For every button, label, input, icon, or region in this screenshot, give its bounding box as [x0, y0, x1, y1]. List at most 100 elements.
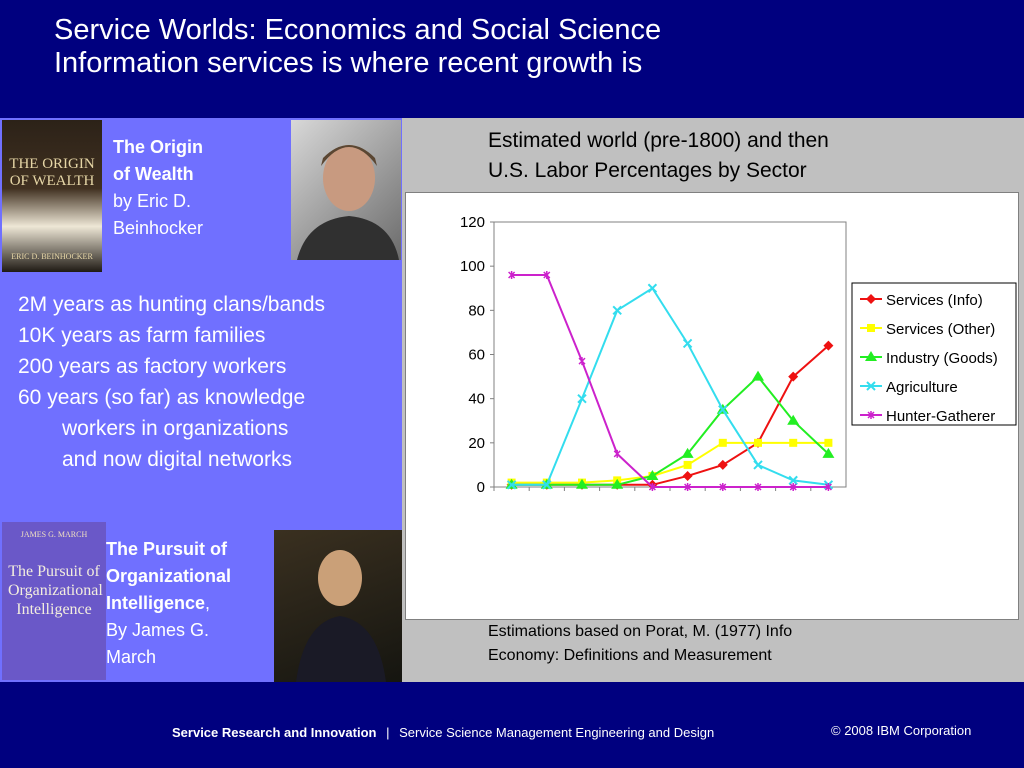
chart-box: 0 20 40 60 80 100 120 2000000 YA 20000 YA 10000 Y… — [405, 192, 1019, 620]
book-author-line-2: Beinhocker — [113, 218, 204, 238]
book-author-line-1: By James G. — [106, 620, 210, 640]
book-caption-origin: The Origin of Wealth by Eric D. Beinhock… — [113, 134, 203, 242]
y-tick-label: 60 — [468, 347, 485, 364]
data-point — [506, 480, 517, 490]
footer-brand: Service Research and Innovation — [172, 725, 377, 740]
data-point — [754, 483, 762, 491]
data-point — [613, 449, 621, 458]
footnote-line-2: Economy: Definitions and Measurement — [488, 647, 772, 664]
photo-james-march — [274, 530, 402, 682]
legend-label: Industry (Goods) — [886, 350, 998, 367]
data-point — [789, 483, 797, 491]
data-point — [682, 470, 693, 481]
data-point — [718, 438, 727, 447]
series-line-4 — [511, 274, 829, 488]
book-title-line-3: Intelligence — [106, 593, 206, 613]
chart-title: Estimated world (pre-1800) and then U.S.… — [488, 126, 829, 186]
data-point — [647, 283, 658, 293]
x-tick-label: 1800 — [629, 508, 662, 541]
data-point — [717, 459, 728, 470]
data-point — [648, 483, 656, 491]
footer-copyright: © 2008 IBM Corporation — [831, 723, 972, 738]
book-author-line-1: by Eric D. — [113, 191, 192, 211]
book-title-line-2: of Wealth — [113, 164, 194, 184]
book-cover-author: JAMES G. MARCH — [20, 530, 88, 539]
x-tick-label: 2050 — [805, 508, 838, 541]
y-tick-label: 80 — [468, 302, 485, 319]
x-tick-label: 2000 — [770, 508, 803, 541]
timeline-line-6: and now digital networks — [62, 448, 292, 471]
series-line-3 — [511, 286, 829, 486]
legend-label: Services (Other) — [886, 321, 995, 338]
photo-eric-beinhocker — [291, 120, 401, 260]
book-cover-title: The Pursuit of Organizational Intelligen… — [8, 563, 103, 618]
data-point — [611, 478, 624, 489]
legend-marker — [867, 411, 875, 419]
book-caption-pursuit: The Pursuit of Organizational Intelligen… — [106, 536, 231, 671]
y-tick-label: 20 — [468, 435, 485, 452]
y-tick-label: 100 — [460, 258, 485, 275]
data-point — [753, 460, 763, 470]
timeline-line-4: 60 years (so far) as knowledge — [18, 386, 306, 409]
data-point — [612, 305, 622, 316]
data-point — [542, 480, 552, 490]
data-point — [646, 469, 659, 480]
timeline-line-1: 2M years as hunting clans/bands — [18, 293, 326, 316]
legend-box — [851, 282, 1017, 426]
data-point — [788, 475, 798, 486]
legend-marker — [865, 351, 877, 361]
series-line-1 — [511, 441, 829, 484]
data-point — [508, 271, 516, 279]
data-point — [754, 438, 762, 447]
book-title-line-1: The Pursuit of — [106, 539, 227, 559]
timeline-text: 2M years as hunting clans/bands 10K year… — [18, 289, 325, 475]
data-point — [824, 483, 832, 491]
book-title-line-2: Organizational — [106, 566, 232, 586]
data-point — [684, 483, 692, 491]
data-point — [543, 271, 551, 279]
plot-area — [493, 221, 847, 488]
legend-marker — [866, 294, 876, 304]
legend-marker — [867, 324, 875, 332]
series-line-2 — [511, 375, 830, 486]
slide-title: Service Worlds: Economics and Social Sci… — [54, 14, 661, 80]
title-line-1: Service Worlds: Economics and Social Sci… — [54, 14, 662, 46]
footer-separator: | — [386, 725, 390, 740]
book-title-suffix: , — [205, 593, 211, 613]
legend-label: Agriculture — [886, 379, 958, 396]
y-tick-label: 120 — [460, 214, 485, 231]
data-point — [822, 447, 835, 458]
data-point — [681, 447, 694, 458]
data-point — [824, 438, 833, 447]
footnote-line-1: Estimations based on Porat, M. (1977) In… — [488, 623, 793, 640]
timeline-line-2: 10K years as farm families — [18, 324, 266, 347]
data-point — [752, 370, 764, 381]
timeline-line-3: 200 years as factory workers — [18, 355, 287, 378]
chart-title-line-1: Estimated world (pre-1800) and then — [488, 129, 829, 152]
book-title-line-1: The Origin — [113, 137, 203, 157]
data-point — [578, 357, 586, 366]
data-point — [682, 338, 693, 349]
legend-label: Hunter-Gatherer — [886, 408, 995, 425]
data-point — [823, 340, 834, 351]
y-tick-label: 40 — [468, 391, 485, 408]
data-point — [577, 393, 587, 404]
book-author-line-2: March — [106, 647, 157, 667]
book-cover-author: ERIC D. BEINHOCKER — [11, 252, 93, 261]
data-point — [719, 483, 727, 491]
footer-subtitle: Service Science Management Engineering a… — [399, 725, 715, 740]
data-point — [718, 405, 728, 415]
book-cover-pursuit: JAMES G. MARCH The Pursuit of Organizati… — [2, 522, 106, 680]
legend-label: Services (Info) — [886, 292, 983, 309]
footer-left: Service Research and Innovation | Servic… — [172, 725, 714, 740]
y-tick-label: 0 — [477, 479, 485, 496]
footnote: Estimations based on Porat, M. (1977) In… — [488, 620, 792, 668]
timeline-line-5: workers in organizations — [62, 417, 289, 440]
book-cover-title: THE ORIGIN OF WEALTH — [9, 156, 95, 189]
x-tick-label: 1850 — [664, 508, 697, 541]
x-tick-label: 1950 — [735, 508, 768, 541]
data-point — [789, 438, 798, 447]
data-point — [787, 414, 800, 425]
title-line-2: Information services is where recent gro… — [54, 47, 643, 79]
